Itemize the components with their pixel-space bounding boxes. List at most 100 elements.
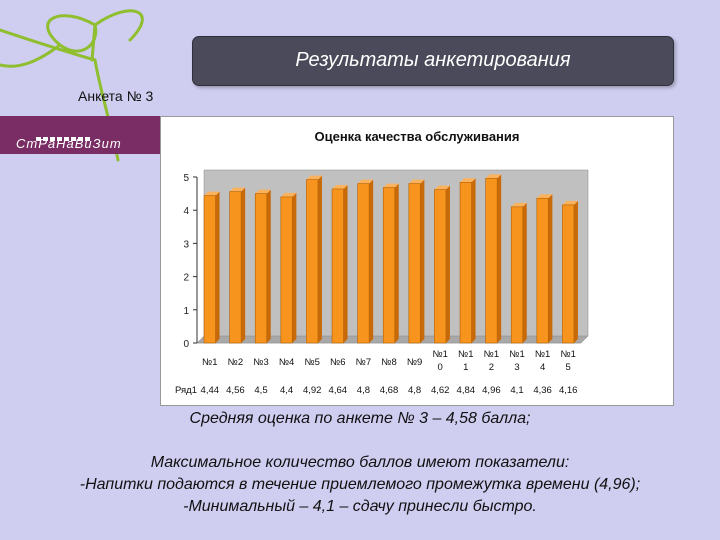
bar — [434, 189, 447, 344]
x-tick-label: №1 — [202, 357, 217, 368]
y-tick-label: 0 — [183, 339, 189, 350]
y-tick-label: 3 — [183, 239, 189, 250]
max-score-heading: Максимальное количество баллов имеют пок… — [150, 454, 570, 471]
data-label: 4,56 — [226, 385, 245, 396]
data-label: 4,4 — [280, 385, 293, 396]
x-tick-label: 5 — [566, 362, 571, 373]
x-tick-label: №1 — [432, 349, 447, 360]
average-score-text: Средняя оценка по анкете № 3 – 4,58 балл… — [189, 410, 531, 427]
bar-top — [255, 189, 271, 194]
logo-dots — [36, 128, 92, 146]
data-label: 4,92 — [303, 385, 322, 396]
bar — [485, 178, 498, 344]
bar-top — [460, 178, 476, 183]
bar — [306, 179, 319, 344]
x-tick-label: 4 — [540, 362, 545, 373]
chart-container: Оценка качества обслуживания 0 1 2 3 4 5 №1 №2 №3… — [160, 116, 674, 406]
data-label: 4,84 — [457, 385, 476, 396]
bar-chart: Оценка качества обслуживания 0 1 2 3 4 5 №1 №2 №3… — [175, 129, 589, 396]
x-tick-label: №6 — [330, 357, 345, 368]
x-tick-label: 0 — [438, 362, 443, 373]
data-label: 4,44 — [201, 385, 220, 396]
y-tick-label: 1 — [183, 306, 189, 317]
bar-side — [343, 184, 348, 343]
bar — [331, 188, 344, 344]
y-tick-label: 2 — [183, 273, 189, 284]
bar-side — [522, 202, 527, 343]
x-tick-label: 1 — [463, 362, 468, 373]
bar-side — [497, 174, 502, 343]
data-label: 4,96 — [482, 385, 501, 396]
data-label: 4,16 — [559, 385, 578, 396]
bar-top — [306, 175, 322, 180]
bar-top — [280, 192, 297, 197]
bar-top — [511, 202, 527, 207]
x-tick-label: №9 — [407, 357, 422, 368]
bar — [203, 195, 216, 344]
bar — [510, 206, 524, 344]
x-tick-label: №1 — [484, 349, 499, 360]
x-tick-label: №1 — [535, 349, 550, 360]
chart-title: Оценка качества обслуживания — [314, 129, 519, 144]
x-tick-label: 3 — [514, 362, 519, 373]
x-tick-label: №1 — [458, 349, 473, 360]
bar-side — [394, 183, 399, 343]
data-label: 4,8 — [408, 385, 421, 396]
bar — [459, 182, 472, 344]
x-tick-label: №2 — [228, 357, 243, 368]
x-tick-label: №5 — [304, 357, 319, 368]
bar-top — [408, 179, 425, 184]
data-label: 4,5 — [254, 385, 267, 396]
data-label: 4,68 — [380, 385, 399, 396]
data-label: 4,36 — [533, 385, 552, 396]
brand-text: СтРаНаВиЗит — [16, 136, 122, 151]
x-tick-label: №3 — [253, 357, 268, 368]
bar-side — [317, 175, 322, 343]
bar-top — [357, 179, 374, 184]
bar-top — [332, 184, 348, 189]
brand-logo — [0, 116, 160, 154]
bar — [254, 193, 268, 344]
bar-side — [241, 187, 246, 343]
bar-side — [266, 189, 271, 343]
data-label: 4,8 — [357, 385, 370, 396]
bar-top — [383, 183, 399, 188]
x-tick-label: №8 — [381, 357, 396, 368]
series-label: Ряд1 — [175, 385, 197, 396]
bar-side — [215, 191, 220, 343]
max-score-item: -Напитки подаются в течение приемлемого … — [79, 476, 641, 493]
data-label: 4,64 — [329, 385, 348, 396]
bar — [536, 197, 549, 344]
bar — [280, 196, 293, 344]
bar-side — [420, 179, 425, 343]
bar-top — [229, 187, 246, 192]
x-tick-label: №7 — [356, 357, 371, 368]
bar-top — [536, 194, 553, 199]
data-label: 4,62 — [431, 385, 450, 396]
bar — [382, 187, 396, 344]
bar — [408, 183, 421, 344]
slide-title: Результаты анкетирования — [295, 49, 571, 71]
y-tick-label: 4 — [183, 206, 189, 217]
bar-top — [562, 200, 578, 205]
bar-side — [573, 200, 578, 343]
x-tick-label: №4 — [279, 357, 294, 368]
bar-side — [471, 178, 476, 343]
x-tick-label: №1 — [509, 349, 524, 360]
title-box: Результаты анкетирования — [192, 36, 674, 86]
bar-top — [204, 191, 220, 196]
bar-side — [445, 185, 450, 343]
y-tick-label: 5 — [183, 173, 189, 184]
bar — [229, 191, 242, 344]
data-label: 4,1 — [510, 385, 523, 396]
bar-side — [548, 194, 553, 343]
x-tick-label: №1 — [560, 349, 575, 360]
bar-top — [434, 185, 450, 190]
min-score-item: -Минимальный – 4,1 – сдачу принесли быст… — [183, 498, 537, 515]
bar-side — [369, 179, 374, 343]
bar — [357, 183, 370, 344]
bar-side — [292, 192, 297, 343]
bar — [562, 204, 575, 344]
x-tick-label: 2 — [489, 362, 494, 373]
survey-label: Анкета № 3 — [78, 88, 154, 104]
